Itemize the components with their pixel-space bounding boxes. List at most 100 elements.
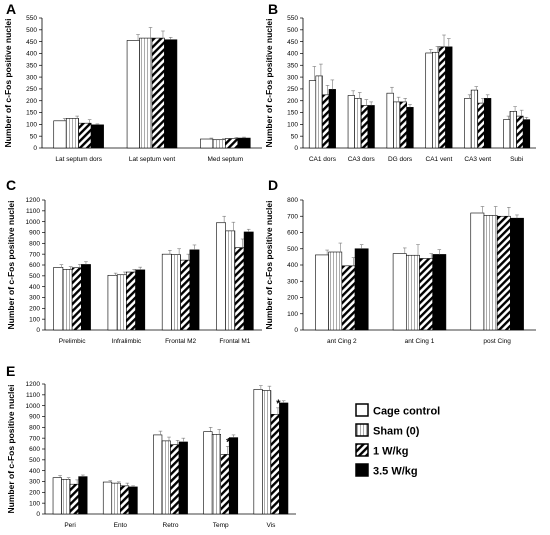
y-tick-label: 700 [287, 213, 298, 220]
y-tick-label: 300 [29, 479, 40, 486]
y-tick-label: 0 [36, 327, 40, 334]
panel-e: E 0 100 200 300 400 500 600 700 800 900 1000 1100 120… [6, 363, 296, 529]
panel-a: A 0 50 100 150 200 250 300 350 400 450 500 550 Number… [3, 1, 262, 163]
y-tick-label: 600 [287, 230, 298, 237]
bar [212, 139, 226, 149]
y-tick-label: 0 [294, 327, 298, 334]
bar [225, 138, 239, 149]
y-tick-label: 300 [29, 295, 40, 302]
category-label: CA1 dors [309, 156, 337, 163]
y-tick-label: 300 [287, 74, 298, 81]
bar [510, 217, 524, 331]
y-tick-label: 250 [287, 86, 298, 93]
y-tick-label: 400 [29, 468, 40, 475]
y-tick-label: 400 [29, 284, 40, 291]
y-tick-label: 300 [26, 74, 37, 81]
bar [52, 477, 62, 515]
bar [386, 92, 394, 149]
significance-marker: * [226, 436, 231, 448]
panel-b: B 0 50 100 150 200 250 300 350 400 450 500 550 Number… [264, 1, 536, 163]
bar [354, 98, 362, 149]
bar [61, 479, 71, 515]
y-tick-label: 400 [287, 51, 298, 58]
legend-label: Sham (0) [373, 426, 420, 438]
legend-swatch [355, 403, 369, 417]
bar [120, 485, 130, 515]
bar [53, 267, 64, 331]
y-tick-label: 100 [287, 311, 298, 318]
y-tick-label: 550 [287, 15, 298, 22]
bar [360, 105, 369, 149]
bar [178, 441, 188, 515]
category-label: Frontal M2 [165, 338, 196, 345]
category-label: Vis [266, 522, 276, 529]
y-tick-label: 500 [287, 27, 298, 34]
legend-swatch [355, 443, 369, 457]
bar [399, 101, 407, 149]
y-axis-label: Number of c-Fos positive nuclei [264, 201, 274, 330]
legend-swatch [355, 463, 369, 477]
y-tick-label: 1000 [26, 403, 41, 410]
y-tick-label: 100 [287, 122, 298, 129]
bar [81, 264, 91, 331]
category-label: Subi [510, 156, 523, 163]
y-tick-label: 0 [294, 145, 298, 152]
bar [78, 122, 92, 149]
y-tick-label: 350 [287, 62, 298, 69]
y-tick-label: 150 [287, 110, 298, 117]
y-tick-label: 800 [287, 197, 298, 204]
bar [128, 486, 138, 515]
bar [164, 39, 178, 149]
bar [432, 51, 440, 149]
bar [503, 119, 511, 149]
bar [354, 248, 369, 331]
y-tick-label: 100 [29, 500, 40, 507]
category-label: Prelimbic [59, 338, 86, 345]
bar [406, 107, 414, 149]
bar [90, 124, 104, 149]
bar [62, 269, 73, 331]
y-axis-label: Number of c-Fos positive nuclei [6, 201, 16, 330]
bar [161, 253, 172, 331]
bar [78, 476, 88, 515]
bar [180, 259, 191, 331]
y-tick-label: 550 [26, 15, 37, 22]
bar [367, 105, 375, 149]
y-tick-label: 200 [287, 295, 298, 302]
y-tick-label: 1200 [26, 381, 41, 388]
bar [171, 254, 181, 331]
bar [234, 247, 245, 331]
category-label: Infralimbic [112, 338, 142, 345]
bar [270, 414, 280, 515]
bar [464, 98, 472, 149]
bar [216, 222, 226, 331]
bar [315, 75, 323, 149]
y-tick-label: 150 [26, 110, 37, 117]
bar [419, 258, 434, 331]
y-tick-label: 600 [29, 262, 40, 269]
bar [470, 212, 485, 331]
y-tick-label: 500 [29, 273, 40, 280]
y-tick-label: 1200 [26, 197, 41, 204]
bar [220, 454, 230, 515]
panel-d: D 0 100 200 300 400 500 600 700 800 Number of c-Fo… [264, 177, 536, 345]
bar [425, 52, 433, 149]
legend-label: 1 W/kg [373, 446, 408, 458]
y-tick-label: 1100 [26, 392, 40, 399]
y-tick-label: 700 [29, 435, 40, 442]
bar [111, 482, 121, 515]
category-label: Lat septum vent [129, 156, 175, 163]
bar [102, 481, 113, 515]
y-tick-label: 400 [287, 262, 298, 269]
y-tick-label: 200 [29, 490, 40, 497]
bar [170, 444, 180, 515]
panel-letter: E [6, 363, 15, 379]
bar [189, 249, 200, 331]
panel-letter: D [268, 177, 278, 193]
y-tick-label: 400 [26, 51, 37, 58]
category-label: ant Cing 2 [327, 338, 357, 345]
bar [405, 254, 420, 331]
legend-label: Cage control [373, 406, 440, 418]
category-label: post Cing [483, 338, 511, 345]
legend: Cage control Sham (0) 1 W/kg 3.5 W/kg [355, 403, 440, 478]
